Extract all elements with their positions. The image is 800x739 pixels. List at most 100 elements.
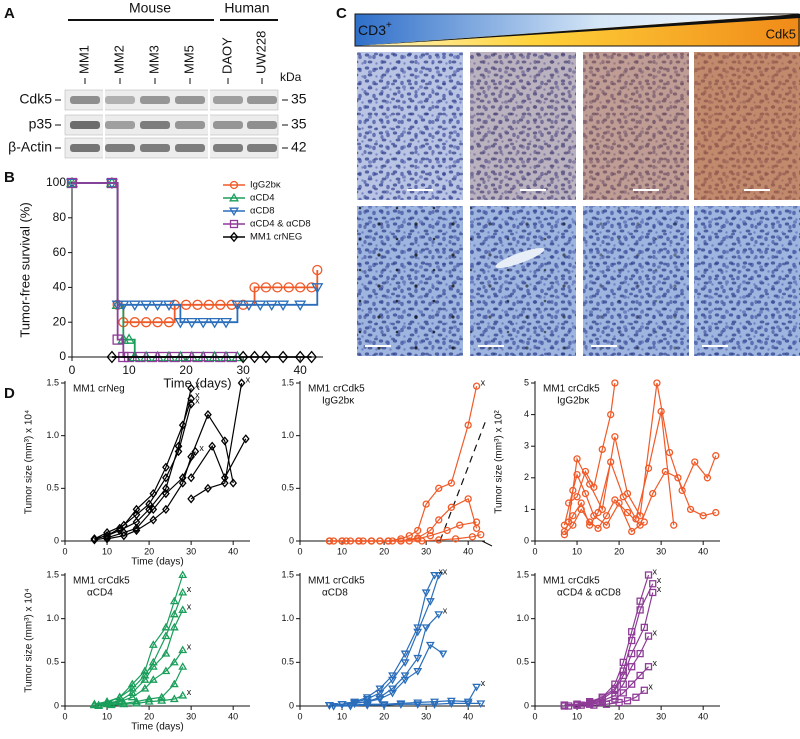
data-point bbox=[476, 700, 486, 708]
data-point bbox=[122, 333, 136, 344]
data-point bbox=[396, 701, 406, 709]
band bbox=[105, 144, 135, 152]
data-point bbox=[149, 504, 158, 515]
data-point bbox=[397, 535, 405, 543]
x-tick-label: 0 bbox=[297, 546, 302, 556]
x-tick-label: 0 bbox=[69, 363, 76, 377]
data-point bbox=[598, 445, 606, 454]
x-tick-label: 10 bbox=[337, 546, 347, 556]
data-point bbox=[636, 671, 644, 680]
x-tick-label: 40 bbox=[463, 546, 473, 556]
data-point bbox=[178, 478, 187, 488]
data-point bbox=[90, 535, 99, 545]
data-point bbox=[128, 300, 141, 312]
data-point bbox=[162, 488, 170, 499]
y-tick-label: 0 bbox=[289, 700, 294, 710]
x-tick-label: 10 bbox=[102, 546, 112, 556]
cdk5-label: Cdk5 bbox=[766, 26, 796, 41]
data-point bbox=[132, 698, 141, 707]
data-point bbox=[90, 534, 99, 544]
data-point bbox=[148, 675, 158, 683]
chart-title: IgG2bκ bbox=[557, 396, 590, 407]
y-tick-label: 3 bbox=[524, 441, 529, 451]
data-point bbox=[203, 299, 215, 310]
data-point bbox=[447, 503, 456, 511]
series-line bbox=[94, 592, 184, 705]
data-point bbox=[464, 421, 472, 429]
ihc-nuclei bbox=[470, 52, 576, 200]
y-tick-label: 1.0 bbox=[46, 430, 59, 440]
data-point bbox=[220, 473, 229, 483]
data-point bbox=[103, 531, 111, 541]
data-point bbox=[106, 177, 118, 189]
data-point bbox=[619, 680, 627, 688]
data-point bbox=[375, 689, 385, 698]
data-point bbox=[283, 282, 294, 293]
data-point bbox=[468, 533, 477, 541]
data-point bbox=[312, 264, 323, 276]
data-point bbox=[388, 537, 397, 545]
data-point bbox=[388, 676, 397, 685]
data-point bbox=[140, 670, 150, 679]
end-label: x bbox=[187, 641, 192, 651]
series-line bbox=[190, 438, 247, 480]
data-point bbox=[446, 700, 456, 708]
data-point bbox=[178, 605, 188, 613]
chart: 0 1 2 3 4 5 0 10 20 30 40 Tumor size (mm³) x 10² MM1… bbox=[494, 377, 720, 556]
cd3-text: CD3 bbox=[358, 22, 386, 38]
y-tick-label: 80 bbox=[53, 210, 67, 224]
band bbox=[175, 144, 205, 152]
legend-marker bbox=[229, 231, 239, 243]
data-point bbox=[581, 489, 590, 498]
data-point bbox=[362, 694, 372, 702]
data-point bbox=[140, 675, 150, 683]
data-point bbox=[161, 649, 171, 657]
data-point bbox=[242, 300, 255, 312]
data-point bbox=[573, 455, 581, 463]
y-tick-label: 1 bbox=[524, 504, 529, 514]
end-label: x bbox=[443, 566, 448, 576]
data-point bbox=[249, 350, 260, 364]
chart-title: MM1 crCdk5 bbox=[308, 576, 365, 587]
end-label: x bbox=[653, 566, 658, 576]
ihc-nuclei bbox=[583, 52, 689, 200]
data-point bbox=[306, 282, 317, 293]
data-point bbox=[148, 657, 158, 666]
data-point bbox=[277, 350, 289, 364]
data-point bbox=[414, 535, 422, 543]
data-point bbox=[586, 480, 594, 488]
data-point bbox=[640, 623, 648, 632]
data-point bbox=[611, 686, 619, 694]
gradient-frame bbox=[354, 13, 800, 47]
data-point bbox=[120, 531, 128, 541]
data-point bbox=[178, 662, 188, 670]
data-point bbox=[117, 300, 130, 312]
data-point bbox=[102, 699, 112, 708]
data-point bbox=[185, 317, 198, 329]
data-point bbox=[178, 587, 188, 596]
data-point bbox=[141, 317, 152, 328]
data-point bbox=[413, 628, 423, 637]
data-point bbox=[94, 701, 104, 710]
data-point bbox=[119, 699, 129, 708]
data-point bbox=[306, 350, 317, 364]
band bbox=[105, 96, 135, 104]
data-point bbox=[703, 474, 712, 482]
y-tick-label: 40 bbox=[53, 280, 67, 294]
data-point bbox=[169, 609, 179, 618]
data-point bbox=[421, 624, 431, 632]
data-point bbox=[192, 299, 203, 310]
x-tick-label: 0 bbox=[297, 711, 302, 721]
data-point bbox=[405, 532, 413, 540]
data-point bbox=[112, 334, 123, 345]
kda-label: 35 bbox=[291, 116, 307, 132]
data-point bbox=[329, 537, 338, 545]
data-point bbox=[573, 493, 581, 501]
x-tick-label: 40 bbox=[463, 711, 473, 721]
data-point bbox=[472, 518, 481, 526]
series-line bbox=[568, 382, 616, 504]
data-point bbox=[187, 383, 195, 393]
data-point bbox=[132, 510, 141, 520]
legend-marker bbox=[229, 207, 239, 217]
end-label: x bbox=[187, 601, 192, 611]
